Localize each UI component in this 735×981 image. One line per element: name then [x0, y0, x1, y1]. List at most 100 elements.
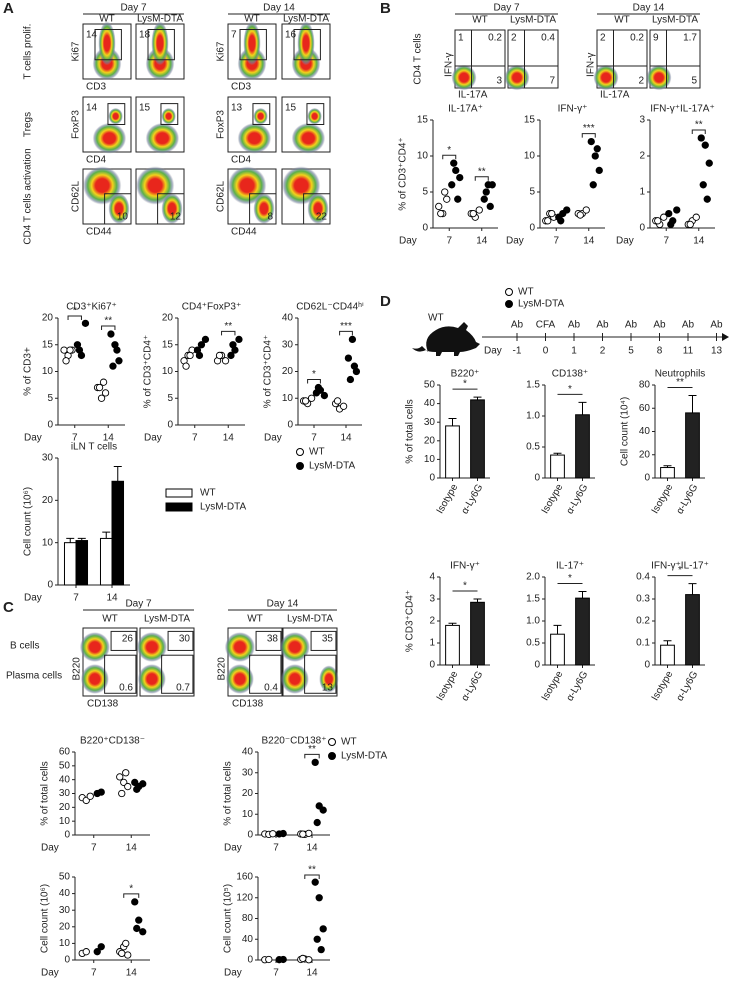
legend-label: WT — [341, 737, 357, 748]
data-point — [124, 782, 132, 791]
y-axis-label: Cell count (10⁴) — [620, 397, 631, 466]
flow-axis-label: CD62L — [71, 181, 82, 213]
error-bar — [102, 531, 111, 539]
y-tick-label: 10 — [42, 366, 54, 377]
data-point — [269, 830, 277, 838]
panel-label: C — [3, 599, 14, 616]
chart-title: CD4⁺FoxP3⁺ — [182, 302, 241, 313]
mouse-icon — [412, 322, 480, 356]
gate-value: 14 — [86, 30, 98, 41]
bar — [550, 633, 565, 666]
data-point — [107, 330, 115, 338]
gate — [310, 630, 337, 651]
error-bar — [77, 537, 86, 541]
chart-title: IFN-γ⁺IL-17⁺ — [651, 561, 709, 572]
x-tick-label: 14 — [693, 236, 705, 247]
significance-label: *** — [583, 123, 595, 134]
gate-value: 26 — [122, 634, 134, 645]
data-point — [486, 202, 494, 211]
flow-density — [307, 193, 329, 225]
flow-axis-label: IFN-γ — [444, 53, 455, 77]
flow-axis-label: Ki67 — [71, 41, 82, 61]
data-point — [93, 948, 101, 956]
x-axis-label: Day — [399, 236, 417, 247]
error-bar — [448, 622, 457, 626]
panel-label: B — [380, 0, 391, 17]
y-tick-label: 2 — [639, 151, 645, 162]
data-point — [235, 335, 243, 344]
significance-label: ** — [308, 865, 316, 876]
gate — [303, 193, 331, 225]
event-label: Ab — [568, 320, 581, 331]
group-header: WT — [102, 614, 118, 625]
x-tick-label: Isotype — [540, 669, 566, 703]
data-point — [265, 955, 273, 964]
gate — [104, 193, 132, 225]
quadrant-value: 0.4 — [541, 33, 555, 44]
x-tick-label: 14 — [583, 236, 595, 247]
y-tick-label: 0 — [529, 223, 535, 234]
data-point — [109, 362, 117, 370]
day-value: 1 — [571, 346, 577, 357]
gate — [160, 103, 179, 125]
y-axis-label: % of CD3⁺CD4⁺ — [263, 335, 274, 408]
significance-bracket — [304, 753, 320, 759]
bar — [660, 644, 675, 666]
data-point — [301, 397, 310, 405]
y-tick-label: 0.2 — [636, 616, 650, 627]
x-tick-label: 7 — [273, 843, 279, 854]
x-tick-label: α-Ly6G — [460, 482, 486, 516]
flow-density — [237, 122, 272, 154]
flow-density — [253, 108, 268, 125]
y-tick-label: 0.3 — [636, 594, 650, 605]
gate — [94, 29, 122, 61]
flow-density — [225, 664, 254, 694]
data-point — [320, 391, 329, 400]
quadrant-value: 1.7 — [683, 33, 697, 44]
data-point — [587, 137, 595, 146]
x-tick-label: 7 — [91, 968, 97, 979]
flow-density — [319, 665, 339, 693]
x-tick-label: Isotype — [435, 482, 461, 516]
data-point — [563, 206, 571, 214]
legend-marker — [505, 288, 513, 296]
flow-axis-label: IL-17A — [600, 90, 630, 101]
legend-label: LysM-DTA — [518, 299, 564, 310]
quadrant-value: 3 — [496, 76, 502, 87]
event-label: CFA — [536, 320, 556, 331]
flow-density — [282, 166, 321, 205]
y-tick-label: 3 — [639, 115, 645, 126]
legend-marker — [296, 462, 304, 470]
gate — [147, 29, 175, 61]
x-tick-label: 14 — [126, 968, 138, 979]
group-header: WT — [472, 15, 488, 26]
y-tick-label: 40 — [59, 774, 71, 785]
flow-density — [451, 64, 477, 91]
y-tick-label: 15 — [162, 339, 174, 350]
x-tick-label: 7 — [663, 236, 669, 247]
day-value: -1 — [513, 346, 522, 357]
data-point — [279, 955, 287, 964]
data-point — [66, 346, 74, 354]
chart-title: IFN-γ⁺ — [558, 104, 588, 115]
y-tick-label: 50 — [59, 872, 71, 883]
chart-title: CD3⁺Ki67⁺ — [66, 302, 117, 313]
day-header: Day 14 — [263, 3, 295, 14]
x-tick-label: 7 — [91, 843, 97, 854]
error-bar — [578, 591, 587, 599]
y-tick-label: 20 — [162, 313, 174, 324]
legend-swatch — [165, 488, 193, 498]
day-value: 0 — [543, 346, 549, 357]
data-point — [315, 894, 323, 902]
y-tick-label: 40 — [282, 313, 294, 324]
y-tick-label: 5 — [167, 393, 173, 404]
y-tick-label: 30 — [42, 453, 54, 464]
significance-label: ** — [478, 166, 486, 177]
data-point — [115, 357, 123, 365]
significance-bracket — [442, 154, 457, 160]
gate-value: 13 — [231, 103, 243, 114]
y-tick-label: 0 — [422, 223, 428, 234]
bar — [685, 594, 700, 666]
y-tick-label: 10 — [524, 151, 536, 162]
data-point — [215, 351, 224, 360]
